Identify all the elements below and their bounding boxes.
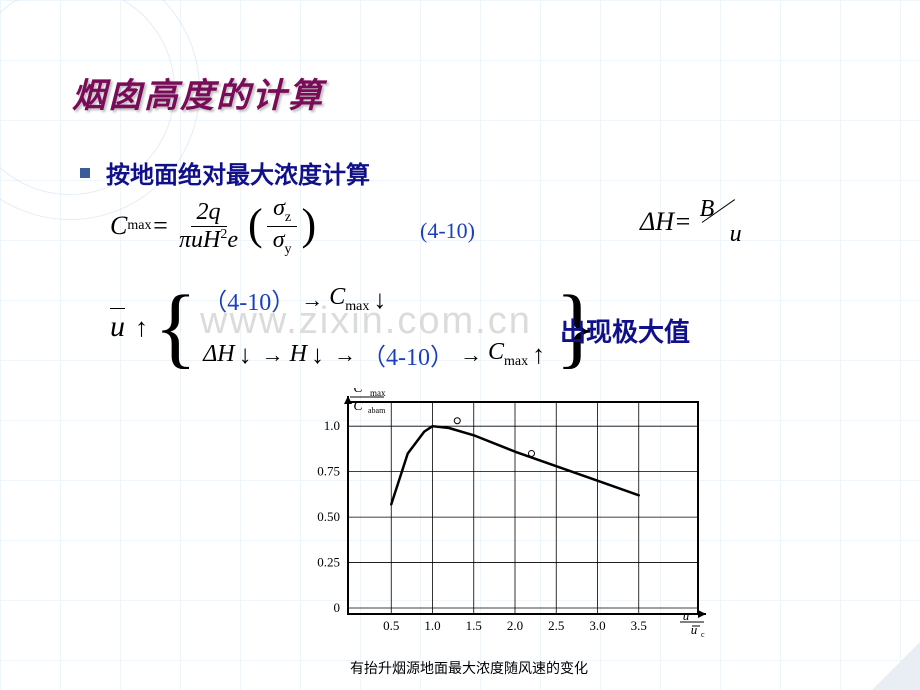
ref-4-10-bottom: （4-10） xyxy=(362,337,454,372)
arrow-right-icon: → xyxy=(262,342,284,368)
eq-C: C xyxy=(110,211,127,241)
svg-text:1.0: 1.0 xyxy=(424,618,440,633)
svg-text:2.0: 2.0 xyxy=(507,618,523,633)
down-arrow-icon: ↓ xyxy=(373,285,386,315)
arrow-right-icon: → xyxy=(301,287,323,313)
up-arrow-icon: ↑ xyxy=(532,340,545,370)
svg-text:3.0: 3.0 xyxy=(589,618,605,633)
eq-denominator: πuH2e xyxy=(173,227,244,254)
arrow-right-icon: → xyxy=(460,342,482,368)
branch-bottom: ΔH↓ → H↓ → （4-10） → Cmax ↑ xyxy=(203,337,549,372)
cmax-bottom: Cmax xyxy=(488,339,528,370)
svg-text:2.5: 2.5 xyxy=(548,618,564,633)
svg-text:0.5: 0.5 xyxy=(383,618,399,633)
branch-column: （4-10） → Cmax ↓ ΔH↓ → H↓ → （4-10） → Cmax… xyxy=(203,282,549,372)
svg-text:C: C xyxy=(353,388,363,396)
eq-fraction-main: 2q πuH2e xyxy=(173,199,244,254)
eq-numerator: 2q xyxy=(191,199,227,227)
svg-text:u: u xyxy=(691,622,698,637)
brace-derivation: u ↑ { （4-10） → Cmax ↓ ΔH↓ → H↓ → （4-10） … xyxy=(110,282,598,372)
cmax-top: Cmax xyxy=(329,284,369,315)
max-value-label: 出现极大值 xyxy=(560,312,690,349)
svg-text:0.25: 0.25 xyxy=(317,555,340,570)
eq-equals: = xyxy=(151,211,169,241)
bullet-row: 按地面绝对最大浓度计算 xyxy=(80,155,370,190)
open-paren: ( xyxy=(248,199,263,250)
down-arrow-icon: ↓ xyxy=(239,340,252,370)
ref-4-10-top: （4-10） xyxy=(203,282,295,317)
svg-text:1.0: 1.0 xyxy=(324,418,340,433)
h-var: H xyxy=(290,341,307,368)
svg-text:1.5: 1.5 xyxy=(466,618,482,633)
close-paren: ) xyxy=(302,199,317,250)
svg-text:u: u xyxy=(683,608,690,623)
equation-cmax: Cmax = 2q πuH2e ( σz σy ) xyxy=(110,195,316,258)
delta-h-var: ΔH xyxy=(203,341,234,368)
sigma-y: σy xyxy=(267,227,298,258)
svg-text:3.5: 3.5 xyxy=(631,618,647,633)
svg-text:C: C xyxy=(353,399,363,414)
bullet-text: 按地面绝对最大浓度计算 xyxy=(106,155,370,190)
arrow-right-icon: → xyxy=(334,342,356,368)
svg-text:abam: abam xyxy=(368,406,386,415)
frac-u: u xyxy=(730,221,742,248)
svg-text:c: c xyxy=(701,630,705,639)
sigma-z: σz xyxy=(267,195,297,227)
slide-title: 烟囱高度的计算 xyxy=(72,68,324,117)
equation-delta-h: ΔH= B u xyxy=(640,200,744,244)
bullet-square-icon xyxy=(80,168,90,178)
equation-reference: (4-10) xyxy=(420,218,475,244)
down-arrow-icon: ↓ xyxy=(311,340,324,370)
diagonal-fraction: B u xyxy=(696,200,744,244)
chart-caption: 有抬升烟源地面最大浓度随风速的变化 xyxy=(350,658,588,678)
svg-text:0: 0 xyxy=(334,600,341,615)
svg-text:0.75: 0.75 xyxy=(317,464,340,479)
u-bar: u xyxy=(110,310,125,344)
svg-text:0.50: 0.50 xyxy=(317,509,340,524)
up-arrow-icon: ↑ xyxy=(135,312,148,343)
branch-top: （4-10） → Cmax ↓ xyxy=(203,282,549,317)
page-curl-icon xyxy=(872,642,920,690)
concentration-chart: 0.51.01.52.02.53.03.500.250.500.751.0Cma… xyxy=(280,388,720,668)
delta-h-lhs: ΔH= xyxy=(640,207,692,237)
left-brace-icon: { xyxy=(154,296,197,359)
eq-max-sub: max xyxy=(127,218,151,234)
eq-fraction-sigma: σz σy xyxy=(267,195,298,258)
